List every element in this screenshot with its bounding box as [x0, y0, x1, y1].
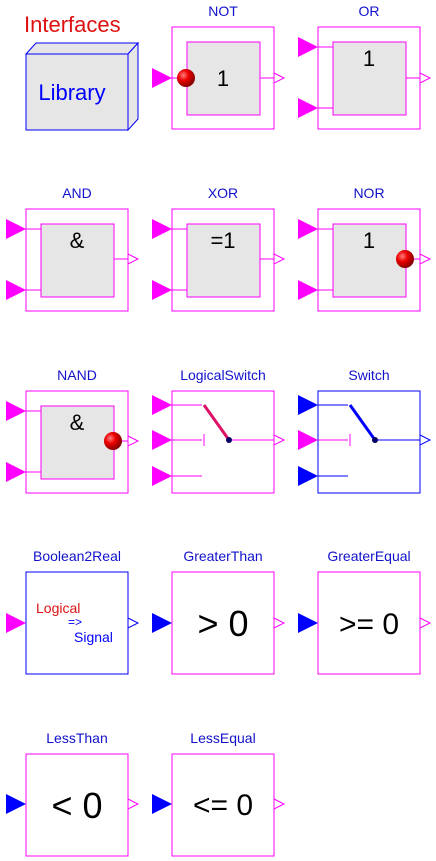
logical-switch-lever	[202, 404, 231, 441]
less-than-block[interactable]: LessThan < 0	[6, 730, 140, 857]
and-symbol: &	[70, 228, 85, 253]
less-than-label: LessThan	[46, 730, 107, 746]
switch-input3-port[interactable]	[298, 466, 318, 486]
greater-than-label: GreaterThan	[183, 548, 262, 564]
nor-input2-port[interactable]	[298, 280, 318, 300]
switch-pivot	[372, 437, 378, 443]
not-block[interactable]: NOT 1	[152, 3, 286, 130]
xor-input2-port[interactable]	[152, 280, 172, 300]
nand-output-port[interactable]	[127, 435, 140, 447]
xor-block[interactable]: XOR =1	[152, 185, 286, 312]
greater-equal-block[interactable]: GreaterEqual >= 0	[298, 548, 432, 675]
greater-equal-frame	[317, 571, 421, 675]
library-box-top	[24, 42, 140, 55]
greater-than-frame	[171, 571, 275, 675]
nor-block[interactable]: NOR 1	[298, 185, 432, 312]
less-equal-block[interactable]: LessEqual <= 0	[152, 730, 286, 857]
and-output-port[interactable]	[127, 253, 140, 265]
boolean2real-label: Boolean2Real	[33, 548, 121, 564]
greater-equal-input-port[interactable]	[298, 613, 318, 633]
greater-than-block[interactable]: GreaterThan > 0	[152, 548, 286, 675]
nor-output-port[interactable]	[419, 253, 432, 265]
nor-symbol: 1	[363, 228, 375, 253]
and-input2-port[interactable]	[6, 280, 26, 300]
boolean2real-line2: =>	[68, 615, 82, 629]
less-than-frame	[25, 753, 129, 857]
not-input-port[interactable]	[152, 68, 172, 88]
boolean2real-frame	[25, 571, 129, 675]
xor-symbol: =1	[210, 228, 235, 253]
or-gate-body	[332, 41, 407, 116]
greater-equal-output-port[interactable]	[419, 617, 432, 629]
not-output-port[interactable]	[273, 72, 286, 84]
logical-switch-input2-port[interactable]	[152, 430, 172, 450]
nand-gate-body	[40, 405, 115, 480]
less-equal-output-port[interactable]	[273, 798, 286, 810]
boolean2real-line1: Logical	[36, 600, 80, 616]
and-gate-body	[40, 223, 115, 298]
less-than-input-port[interactable]	[6, 794, 26, 814]
logical-switch-pivot	[226, 437, 232, 443]
less-equal-label: LessEqual	[190, 730, 255, 746]
library-title: Interfaces	[24, 12, 121, 37]
nor-label: NOR	[353, 185, 384, 201]
boolean2real-input-port[interactable]	[6, 613, 26, 633]
less-equal-input-port[interactable]	[152, 794, 172, 814]
switch-lever	[348, 404, 377, 441]
not-symbol: 1	[217, 66, 229, 91]
nand-input2-port[interactable]	[6, 462, 26, 482]
greater-than-symbol: > 0	[197, 603, 248, 644]
less-equal-symbol: <= 0	[193, 789, 253, 822]
switch-frame	[317, 390, 421, 494]
nor-input1-port[interactable]	[298, 219, 318, 239]
or-input1-port[interactable]	[298, 37, 318, 57]
greater-than-output-port[interactable]	[273, 617, 286, 629]
xor-input1-port[interactable]	[152, 219, 172, 239]
switch-output-port[interactable]	[419, 434, 432, 446]
switch-block[interactable]: Switch	[298, 367, 432, 494]
logical-switch-label: LogicalSwitch	[180, 367, 266, 383]
library-icon-text: Library	[38, 80, 105, 105]
nand-symbol: &	[70, 410, 85, 435]
not-negation-bubble	[177, 69, 195, 87]
switch-input2-port[interactable]	[298, 430, 318, 450]
greater-than-input-port[interactable]	[152, 613, 172, 633]
and-input1-port[interactable]	[6, 219, 26, 239]
nand-label: NAND	[57, 367, 97, 383]
less-than-output-port[interactable]	[127, 798, 140, 810]
xor-output-port[interactable]	[273, 253, 286, 265]
boolean2real-line3: Signal	[74, 629, 113, 645]
greater-equal-symbol: >= 0	[339, 608, 399, 641]
logical-switch-frame	[171, 390, 275, 494]
boolean2real-output-port[interactable]	[127, 617, 140, 629]
nor-negation-bubble	[396, 250, 414, 268]
switch-label: Switch	[348, 367, 389, 383]
greater-equal-label: GreaterEqual	[327, 548, 410, 564]
logical-switch-input1-port[interactable]	[152, 395, 172, 415]
boolean2real-block[interactable]: Boolean2Real Logical => Signal	[6, 548, 140, 675]
less-than-symbol: < 0	[51, 785, 102, 826]
logical-switch-block[interactable]: LogicalSwitch	[152, 367, 286, 494]
xor-label: XOR	[208, 185, 238, 201]
or-input2-port[interactable]	[298, 98, 318, 118]
and-label: AND	[62, 185, 92, 201]
nand-block[interactable]: NAND &	[6, 367, 140, 494]
library-box-side	[127, 41, 139, 132]
or-output-port[interactable]	[419, 72, 432, 84]
switch-input1-port[interactable]	[298, 395, 318, 415]
nand-input1-port[interactable]	[6, 401, 26, 421]
nand-negation-bubble	[104, 432, 122, 450]
less-equal-frame	[171, 753, 275, 857]
xor-gate-body	[186, 223, 261, 298]
logical-switch-input3-port[interactable]	[152, 466, 172, 486]
logical-switch-output-port[interactable]	[273, 434, 286, 446]
or-block[interactable]: OR 1	[298, 3, 432, 130]
not-label: NOT	[208, 3, 238, 19]
library-icon[interactable]: Interfaces Library	[24, 12, 140, 132]
or-symbol: 1	[363, 46, 375, 71]
and-block[interactable]: AND &	[6, 185, 140, 312]
or-label: OR	[359, 3, 380, 19]
